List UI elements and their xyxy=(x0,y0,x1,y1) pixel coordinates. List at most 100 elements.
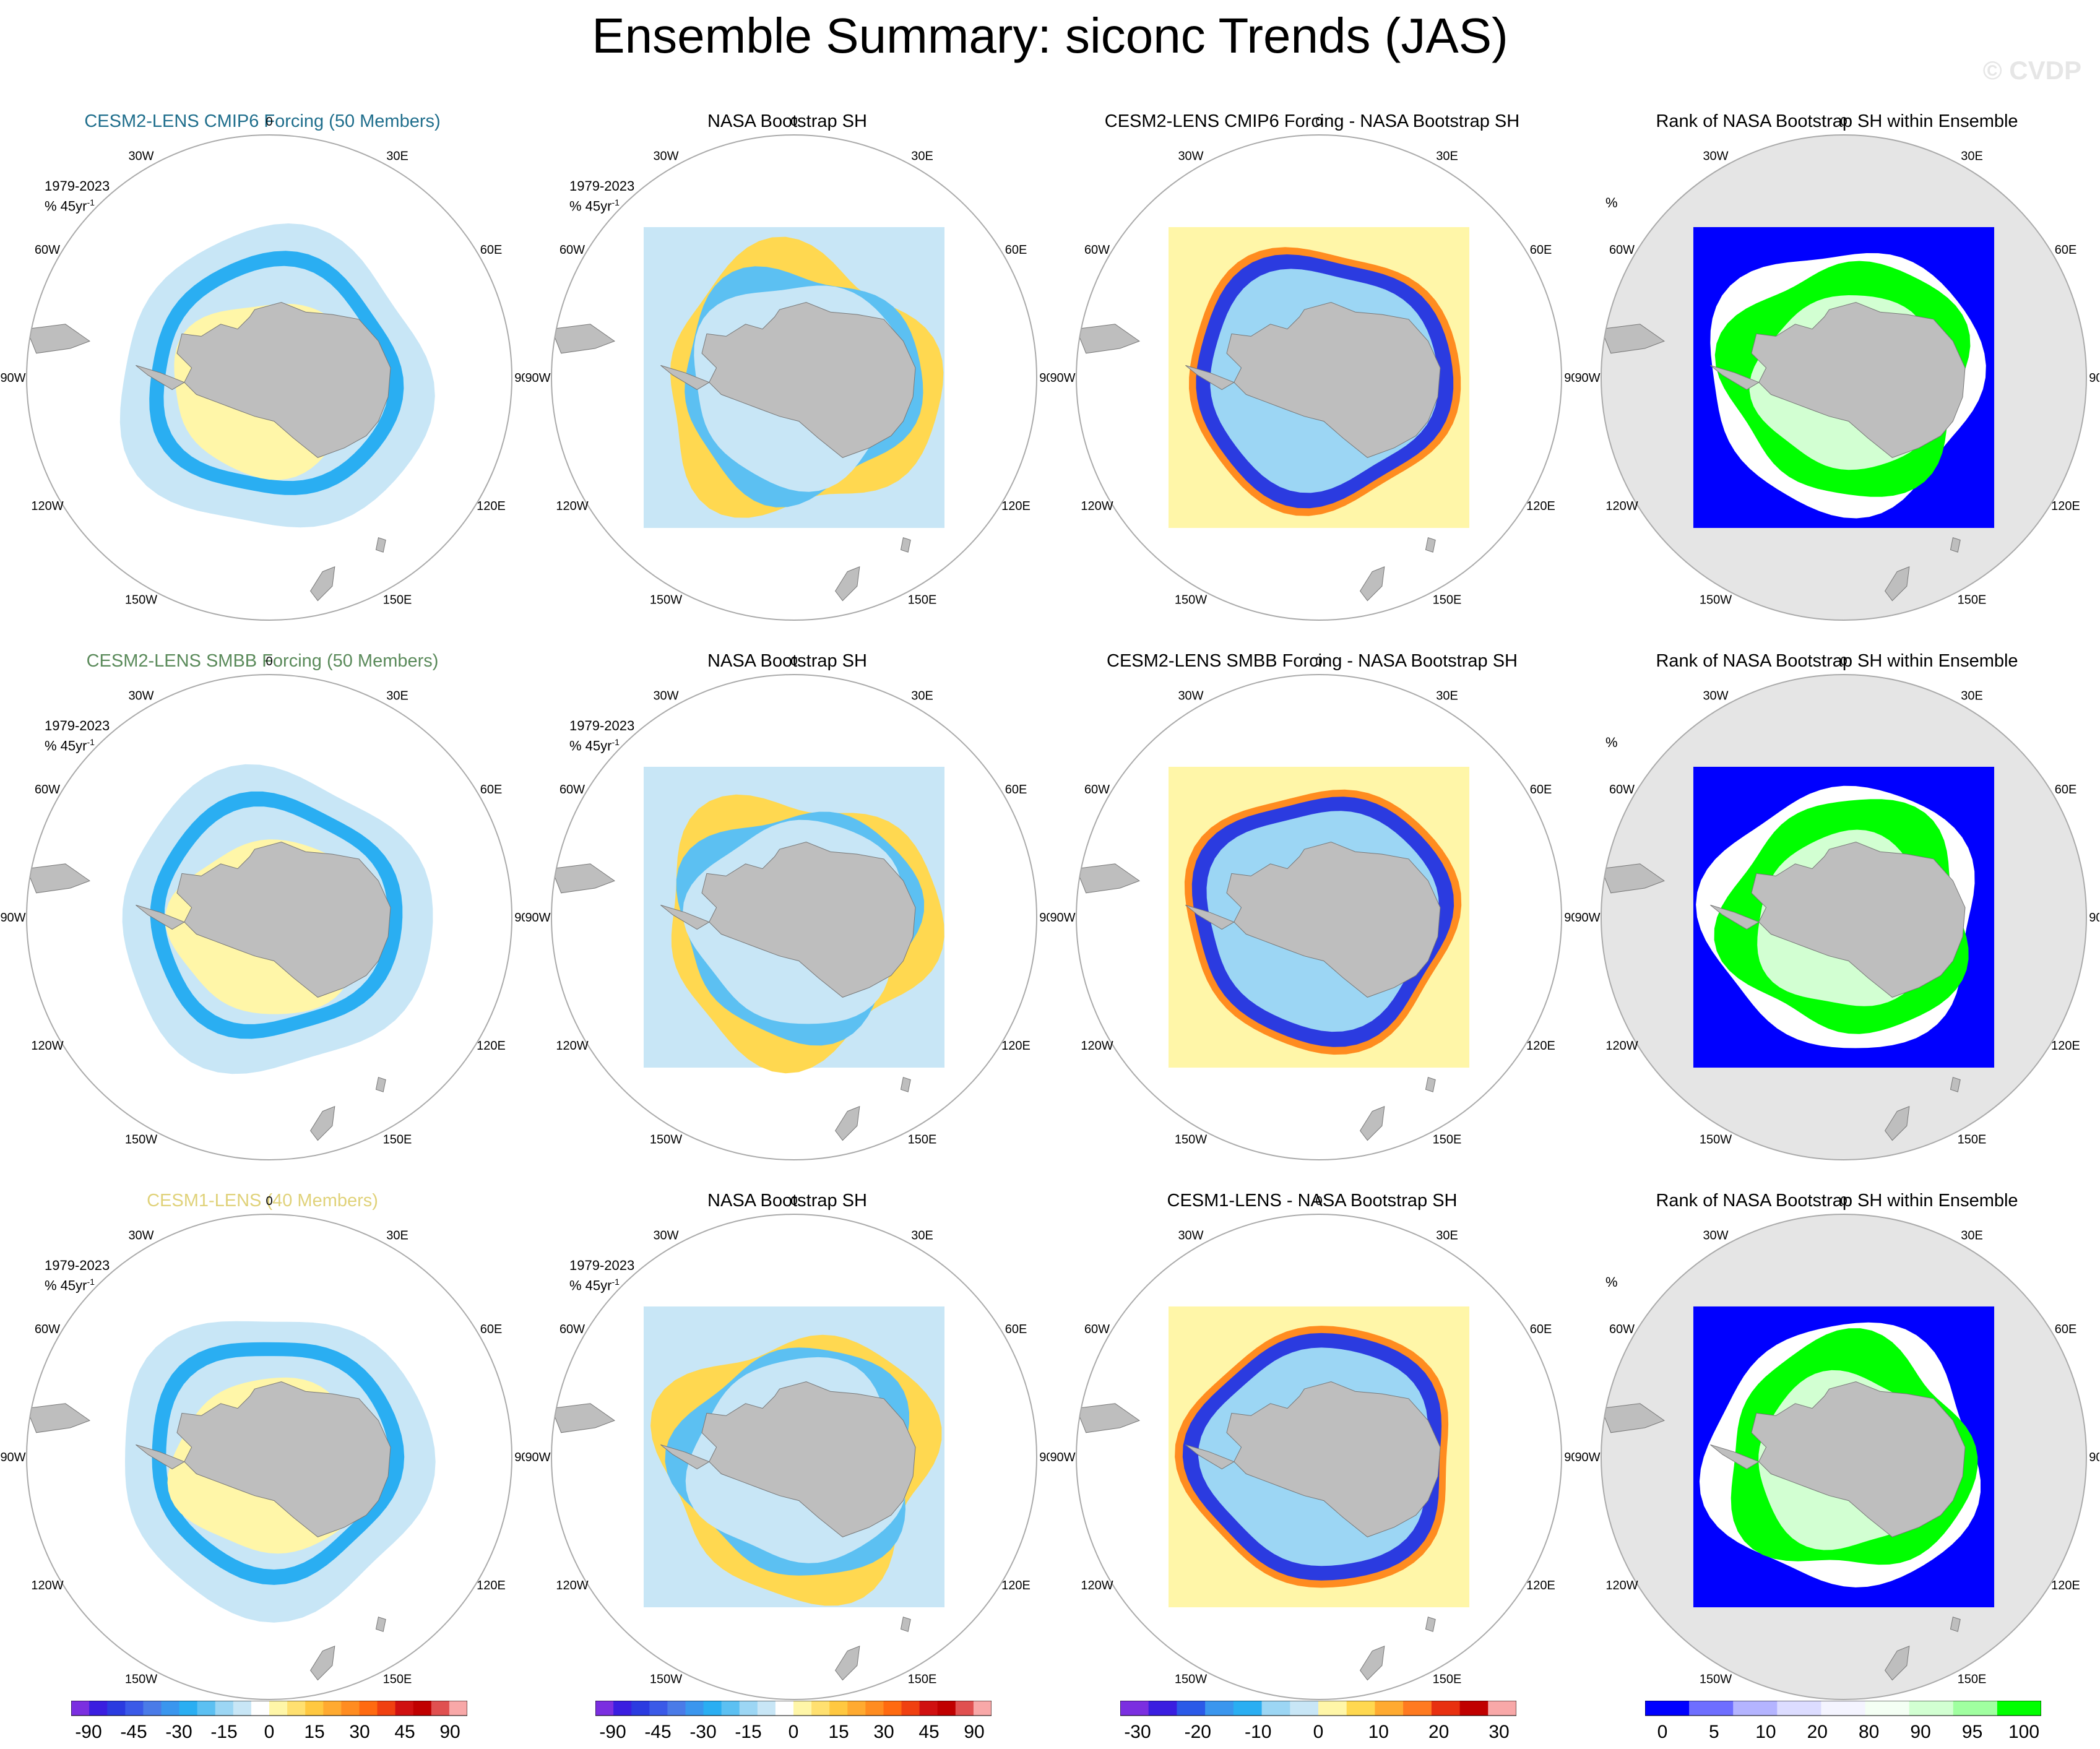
longitude-label: 90E xyxy=(514,1451,525,1464)
longitude-label: 150W xyxy=(650,1133,682,1147)
colorbar-swatch xyxy=(1431,1701,1461,1716)
longitude-label: 90E xyxy=(514,911,525,925)
longitude-label: 120W xyxy=(1081,1039,1113,1053)
colorbar-tick-label: -10 xyxy=(1245,1722,1271,1742)
colorbar-swatch xyxy=(1148,1701,1177,1716)
model-panel-title: CESM1-LENS (40 Members) xyxy=(147,1191,378,1211)
longitude-label: 150W xyxy=(1700,1133,1732,1147)
longitude-label: 0 xyxy=(1840,655,1847,668)
model-panel-title: CESM2-LENS SMBB Forcing (50 Members) xyxy=(86,651,439,671)
colorbar-1: -90 -45 -30 -15 0 15 30 45 90 xyxy=(71,1700,468,1744)
longitude-label: 30E xyxy=(1436,150,1458,163)
rank-map-panel: Rank of NASA Bootstrap SH within Ensembl… xyxy=(1575,1166,2099,1703)
south-america-tip xyxy=(1076,1403,1140,1433)
period-label: 1979-2023% 45yr-1 xyxy=(45,1258,110,1293)
colorbar-tick-label: 20 xyxy=(1428,1722,1449,1742)
colorbar-tick-label: 10 xyxy=(1755,1722,1776,1742)
rank-panel-title: Rank of NASA Bootstrap SH within Ensembl… xyxy=(1656,651,2018,671)
longitude-label: 90W xyxy=(0,1451,25,1464)
longitude-label: 90W xyxy=(0,371,25,385)
longitude-label: 60W xyxy=(560,243,585,257)
longitude-label: 0 xyxy=(790,115,797,129)
diff-polar-map: 030E60E90E120E150E180150W120W90W60W30W xyxy=(1050,655,1575,1160)
colorbar-swatch xyxy=(667,1701,686,1716)
longitude-label: 60E xyxy=(2055,1323,2077,1336)
longitude-label: 120W xyxy=(1081,1579,1113,1592)
antarctic-peninsula xyxy=(1710,904,1760,930)
antarctica-landmass xyxy=(176,1381,391,1537)
colorbar-swatch xyxy=(1865,1701,1910,1716)
cvdp-watermark: © CVDP xyxy=(1982,56,2081,85)
new-zealand xyxy=(1884,566,1910,602)
colorbar-swatch xyxy=(1909,1701,1954,1716)
longitude-label: 90W xyxy=(1050,1451,1075,1464)
colorbar-tick-label: 0 xyxy=(789,1722,799,1742)
colorbar-swatch xyxy=(595,1701,614,1716)
colorbar-swatch xyxy=(323,1701,342,1716)
tasmania xyxy=(1950,1077,1961,1092)
colorbar-swatch xyxy=(107,1701,126,1716)
colorbar-tick-label: -45 xyxy=(644,1722,671,1742)
colorbar-swatch xyxy=(1290,1701,1319,1716)
longitude-label: 120W xyxy=(556,1039,588,1053)
colorbar-swatch xyxy=(251,1701,270,1716)
new-zealand xyxy=(834,1646,860,1681)
new-zealand xyxy=(309,1646,335,1681)
longitude-label: 30W xyxy=(128,150,153,163)
tasmania xyxy=(1950,537,1961,553)
south-america-tip xyxy=(1076,863,1140,894)
antarctic-peninsula xyxy=(1710,1444,1760,1470)
colorbar-swatch xyxy=(1346,1701,1375,1716)
model-polar-map: 030E60E90E120E150E180150W120W90W60W30W xyxy=(0,1194,525,1700)
new-zealand xyxy=(309,566,335,602)
rank-map-panel: Rank of NASA Bootstrap SH within Ensembl… xyxy=(1575,626,2099,1164)
longitude-label: 150E xyxy=(908,1133,937,1147)
obs-panel-title: NASA Bootstrap SH xyxy=(707,651,867,671)
south-america-tip xyxy=(551,324,615,354)
longitude-label: 150W xyxy=(650,594,682,607)
model-map-panel: CESM2-LENS CMIP6 Forcing (50 Members) 197… xyxy=(0,87,525,624)
longitude-label: 30W xyxy=(653,689,678,703)
longitude-label: 150E xyxy=(383,594,412,607)
colorbar-swatch xyxy=(89,1701,108,1716)
longitude-label: 60W xyxy=(1084,243,1110,257)
colorbar-tick-label: 0 xyxy=(1657,1722,1668,1742)
longitude-label: 150E xyxy=(383,1133,412,1147)
colorbar-swatch xyxy=(631,1701,650,1716)
map-boundary-circle xyxy=(1076,134,1562,621)
longitude-label: 150W xyxy=(1700,1673,1732,1686)
longitude-label: 150E xyxy=(383,1673,412,1686)
longitude-label: 90W xyxy=(1050,911,1075,925)
rank-panel-title: Rank of NASA Bootstrap SH within Ensembl… xyxy=(1656,111,2018,131)
diff-map-panel: CESM2-LENS SMBB Forcing - NASA Bootstrap… xyxy=(1050,626,1575,1164)
longitude-label: 0 xyxy=(1315,655,1322,668)
colorbar-swatch xyxy=(721,1701,740,1716)
antarctica-landmass xyxy=(701,1381,916,1537)
map-boundary-circle xyxy=(551,1214,1037,1700)
longitude-label: 60E xyxy=(2055,243,2077,257)
longitude-label: 150E xyxy=(1433,594,1462,607)
colorbar-swatch xyxy=(703,1701,722,1716)
longitude-label: 120E xyxy=(477,499,506,513)
longitude-label: 150W xyxy=(125,594,157,607)
longitude-label: 60E xyxy=(480,783,503,797)
colorbar-tick-label: -30 xyxy=(689,1722,716,1742)
colorbar-swatch xyxy=(1953,1701,1998,1716)
obs-panel-title: NASA Bootstrap SH xyxy=(707,111,867,131)
longitude-label: 90W xyxy=(525,1451,550,1464)
antarctic-peninsula xyxy=(1185,365,1235,391)
longitude-label: 30W xyxy=(128,1229,153,1243)
longitude-label: 150E xyxy=(1433,1673,1462,1686)
colorbar-tick-label: 90 xyxy=(1910,1722,1930,1742)
colorbar-swatch xyxy=(883,1701,902,1716)
longitude-label: 30E xyxy=(386,689,408,703)
obs-map-panel: NASA Bootstrap SH 1979-2023% 45yr-1 0 30E 60… xyxy=(525,1166,1050,1703)
longitude-label: 120W xyxy=(31,1039,63,1053)
antarctica-landmass xyxy=(176,301,391,458)
colorbar-swatch xyxy=(685,1701,704,1716)
longitude-label: 120W xyxy=(556,1579,588,1592)
rank-units-label: % xyxy=(1605,1274,1618,1290)
obs-polar-map: 030E60E90E120E150E180150W120W90W60W30W xyxy=(525,115,1050,621)
colorbar-tick-label: 30 xyxy=(349,1722,369,1742)
longitude-label: 30W xyxy=(128,689,153,703)
